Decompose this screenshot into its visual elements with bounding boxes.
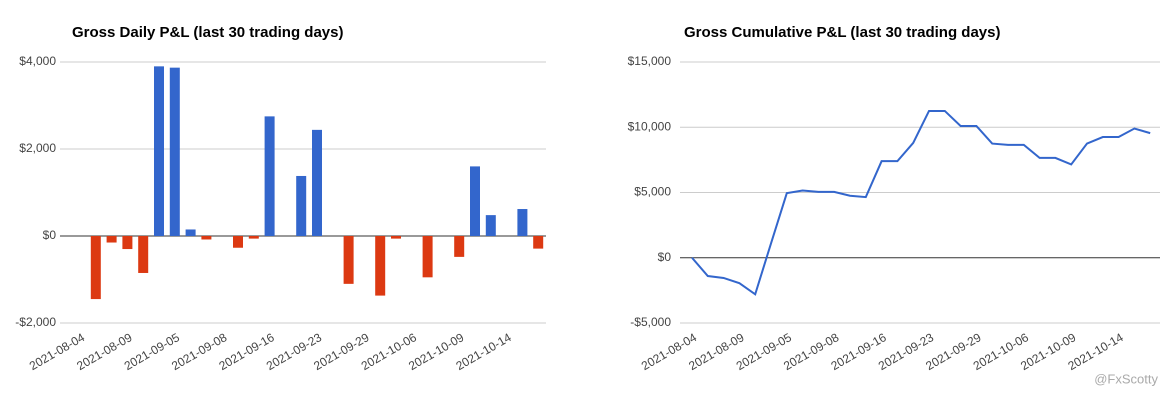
- bar: [185, 229, 196, 236]
- bar: [454, 236, 465, 257]
- y-tick-label: -$2,000: [15, 315, 56, 329]
- y-tick-label: $0: [658, 250, 672, 264]
- y-tick-label: $10,000: [628, 119, 672, 133]
- y-tick-label: $5,000: [634, 185, 671, 199]
- bar: [201, 236, 212, 240]
- bar: [296, 175, 307, 236]
- chart-title: Gross Daily P&L (last 30 trading days): [72, 24, 343, 41]
- bar: [517, 209, 528, 236]
- bar: [248, 236, 259, 239]
- watermark: @FxScotty: [1094, 371, 1158, 386]
- line: [691, 109, 1151, 296]
- y-tick-label: $4,000: [19, 54, 56, 68]
- bar: [533, 236, 544, 249]
- bar: [154, 66, 164, 236]
- bar: [233, 236, 243, 248]
- bar: [169, 67, 180, 236]
- bar: [106, 236, 117, 243]
- bar: [312, 129, 322, 236]
- bar: [122, 236, 133, 250]
- y-tick-label: -$5,000: [630, 315, 671, 329]
- bar: [343, 236, 354, 284]
- bar: [138, 236, 149, 273]
- bar: [90, 236, 101, 300]
- bar: [391, 236, 401, 239]
- y-tick-label: $15,000: [628, 54, 672, 68]
- y-tick-label: $2,000: [19, 141, 56, 155]
- bar: [485, 215, 496, 236]
- bar: [264, 116, 275, 236]
- bar: [375, 236, 386, 296]
- bar: [422, 236, 433, 278]
- bar: [470, 166, 480, 236]
- chart-title: Gross Cumulative P&L (last 30 trading da…: [684, 24, 1000, 41]
- y-tick-label: $0: [43, 228, 57, 242]
